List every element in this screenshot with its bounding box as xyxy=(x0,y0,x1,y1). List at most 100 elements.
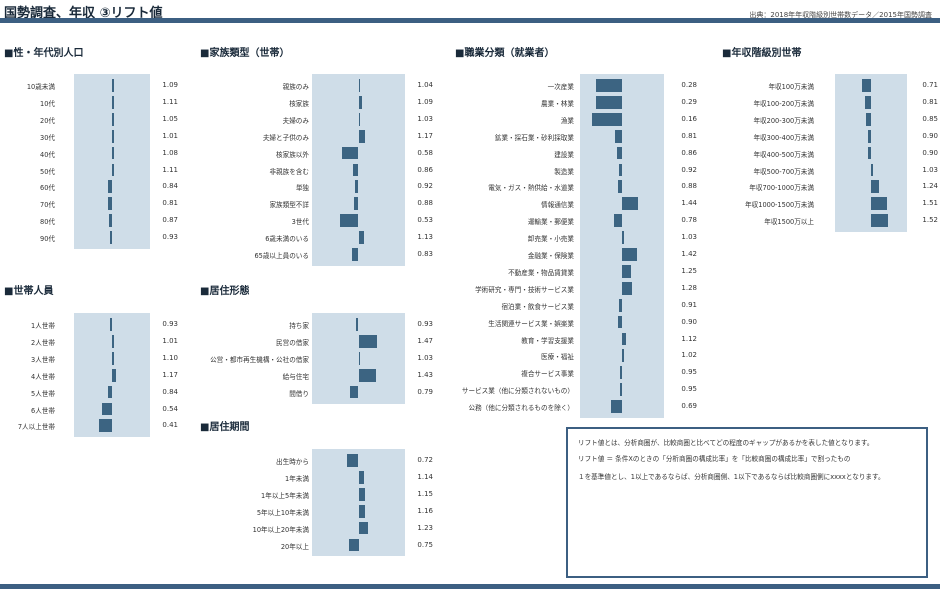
lift-bar xyxy=(871,214,888,228)
lift-value: 0.81 xyxy=(162,199,178,208)
category-label: 80代 xyxy=(40,218,55,227)
category-label: 年収400-500万未満 xyxy=(753,150,814,159)
lift-value: 1.44 xyxy=(681,199,697,208)
category-label: 核家族以外 xyxy=(276,150,309,159)
lift-value: 0.72 xyxy=(417,456,433,464)
lift-value: 1.51 xyxy=(922,199,938,208)
lift-value: 0.90 xyxy=(681,317,697,326)
lift-value: 1.52 xyxy=(922,216,938,225)
category-label: 10代 xyxy=(40,99,55,108)
bottom-divider xyxy=(0,584,940,589)
category-label: 宿泊業・飲食サービス業 xyxy=(501,302,574,311)
lift-bar xyxy=(112,79,114,92)
lift-value: 0.95 xyxy=(681,368,697,377)
lift-value: 1.09 xyxy=(162,81,178,89)
lift-bar xyxy=(618,315,622,329)
category-label: 給与住宅 xyxy=(282,372,309,381)
category-label: 年収1000-1500万未満 xyxy=(745,201,814,210)
category-label: 1年未満 xyxy=(285,474,309,483)
lift-value: 0.81 xyxy=(681,131,697,140)
category-label: 不動産業・物品賃貸業 xyxy=(508,268,574,277)
category-label: 年収100万未満 xyxy=(768,83,814,91)
explanation-line-3: １を基準値とし、1以上であるならば、分析商圏側、1以下であるならば比較商圏側にx… xyxy=(578,473,885,481)
lift-value: 1.24 xyxy=(922,182,938,191)
lift-bar xyxy=(867,146,871,160)
category-label: 4人世帯 xyxy=(31,372,55,381)
lift-value: 1.03 xyxy=(417,114,433,123)
category-label: 単独 xyxy=(295,184,309,193)
lift-bar xyxy=(871,180,879,194)
category-label: 教育・学習支援業 xyxy=(521,336,574,345)
lift-bar xyxy=(617,180,622,194)
lift-bar xyxy=(622,248,638,261)
explanation-box: リフト値とは、分析商圏が、比較商圏と比べてどの程度のギャップがあるかを表した値と… xyxy=(566,427,928,578)
lift-value: 1.17 xyxy=(417,131,433,140)
category-label: 建設業 xyxy=(554,150,574,159)
lift-value: 0.83 xyxy=(417,250,433,258)
chart-title: ■職業分類（就業者） xyxy=(455,48,555,59)
lift-bar xyxy=(352,163,359,177)
lift-bar xyxy=(112,351,115,365)
category-label: 農業・林業 xyxy=(541,99,574,108)
lift-bar xyxy=(107,197,112,211)
lift-value: 1.01 xyxy=(162,131,178,140)
category-label: 20代 xyxy=(40,116,55,125)
lift-value: 0.71 xyxy=(922,81,938,89)
lift-value: 0.54 xyxy=(162,404,178,413)
lift-bar xyxy=(614,214,622,228)
chart-title: ■性・年代別人口 xyxy=(4,48,84,59)
category-label: 漁業 xyxy=(560,116,574,125)
lift-bar xyxy=(358,95,363,109)
source-note: 出典：2018年年収階級別世帯数データ／2015年国勢調査 xyxy=(749,11,932,19)
chart-title: ■世帯人員 xyxy=(4,286,54,297)
lift-value: 0.79 xyxy=(417,387,433,396)
lift-bar xyxy=(339,214,359,228)
lift-value: 1.03 xyxy=(417,353,433,362)
lift-bar xyxy=(871,163,873,177)
category-label: 医療・福祉 xyxy=(541,353,574,362)
lift-bar xyxy=(109,214,112,228)
lift-value: 0.95 xyxy=(681,385,697,394)
category-label: 鉱業・採石業・砂利採取業 xyxy=(494,133,574,142)
category-label: 製造業 xyxy=(554,167,574,176)
lift-value: 1.28 xyxy=(681,283,697,292)
lift-value: 0.69 xyxy=(681,402,697,411)
lift-bar xyxy=(341,146,359,160)
lift-bar xyxy=(867,129,871,143)
lift-bar xyxy=(355,180,359,194)
lift-bar xyxy=(108,180,112,194)
category-label: 情報通信業 xyxy=(541,201,574,210)
lift-bar xyxy=(353,197,359,211)
lift-value: 1.12 xyxy=(681,334,697,343)
lift-bar xyxy=(99,419,112,433)
lift-bar xyxy=(866,112,871,126)
lift-value: 0.93 xyxy=(162,233,178,242)
category-label: 親族のみ xyxy=(282,83,309,91)
lift-value: 0.93 xyxy=(417,320,433,328)
lift-value: 0.16 xyxy=(681,114,697,123)
category-label: 年収500-700万未満 xyxy=(753,167,814,176)
category-label: 50代 xyxy=(40,167,55,176)
lift-value: 1.14 xyxy=(417,472,433,481)
category-label: 3人世帯 xyxy=(31,355,55,364)
lift-bar xyxy=(591,112,622,126)
page-title: 国勢調査、年収 ③リフト値 xyxy=(4,6,163,21)
lift-bar xyxy=(358,487,365,501)
category-label: 10歳未満 xyxy=(26,83,55,91)
category-label: 持ち家 xyxy=(289,322,309,330)
lift-value: 0.78 xyxy=(681,216,697,225)
lift-value: 0.81 xyxy=(922,97,938,106)
lift-bar xyxy=(615,129,622,143)
lift-value: 0.93 xyxy=(162,320,178,328)
category-label: 公営・都市再生機構・公社の借家 xyxy=(210,355,309,364)
lift-bar xyxy=(871,197,888,211)
lift-bar xyxy=(101,402,112,416)
category-label: 10年以上20年未満 xyxy=(252,525,309,534)
category-label: 運輸業・郵便業 xyxy=(527,218,574,227)
lift-bar xyxy=(622,332,627,346)
lift-bar xyxy=(112,368,116,382)
lift-bar xyxy=(861,79,871,92)
lift-value: 0.88 xyxy=(681,182,697,191)
lift-bar xyxy=(351,248,359,261)
lift-value: 0.92 xyxy=(681,165,697,174)
